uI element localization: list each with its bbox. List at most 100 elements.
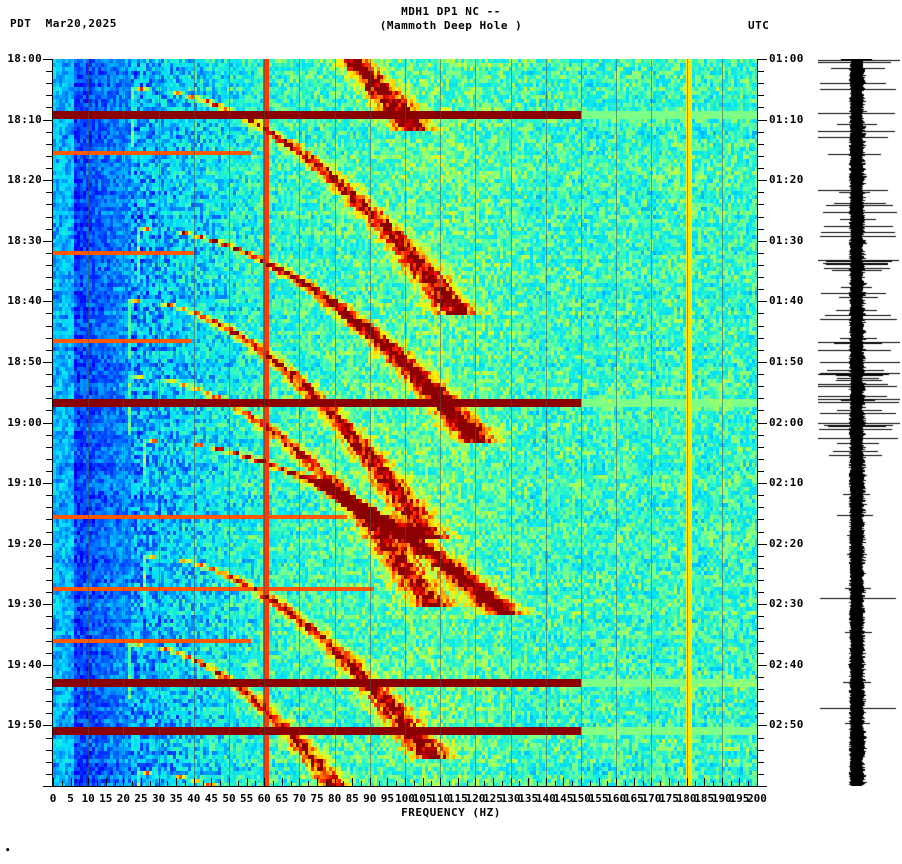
y-tick-right-minor: [758, 229, 764, 230]
x-tick-major: [423, 778, 424, 786]
y-axis-right-line: [757, 59, 758, 786]
x-axis-label: 55: [239, 792, 254, 805]
y-axis-label-right: 01:20: [769, 173, 804, 187]
y-tick-right-minor: [758, 750, 764, 751]
x-tick-major: [123, 778, 124, 786]
y-tick-right-minor: [758, 447, 764, 448]
y-tick-right-minor: [758, 435, 764, 436]
y-tick-left-major: [43, 725, 52, 726]
header-timezone-right: UTC: [748, 19, 770, 32]
x-axis-label: 185: [694, 792, 715, 805]
y-tick-right-minor: [758, 495, 764, 496]
y-tick-right-minor: [758, 641, 764, 642]
y-tick-left-minor: [46, 277, 52, 278]
x-tick-minor: [731, 781, 732, 786]
x-tick-minor: [62, 781, 63, 786]
spectrogram-plot: [53, 59, 757, 786]
x-tick-major: [176, 778, 177, 786]
y-tick-right-minor: [758, 132, 764, 133]
y-tick-right-major: [758, 120, 767, 121]
y-axis-label-left: 19:40: [7, 657, 42, 671]
x-tick-major: [687, 778, 688, 786]
y-axis-label-right: 02:30: [769, 597, 804, 611]
x-tick-minor: [255, 781, 256, 786]
x-axis-title: FREQUENCY (HZ): [401, 806, 501, 819]
y-tick-left-minor: [46, 738, 52, 739]
y-tick-right-major: [758, 544, 767, 545]
x-axis-label: 50: [222, 792, 236, 805]
y-tick-left-major: [43, 544, 52, 545]
y-tick-right-major: [758, 180, 767, 181]
y-tick-right-minor: [758, 701, 764, 702]
x-tick-minor: [97, 781, 98, 786]
x-tick-minor: [537, 781, 538, 786]
y-tick-left-minor: [46, 338, 52, 339]
x-tick-major: [247, 778, 248, 786]
y-tick-left-minor: [46, 471, 52, 472]
y-axis-label-left: 18:00: [7, 52, 42, 65]
x-tick-major: [563, 778, 564, 786]
x-axis-label: 85: [345, 792, 359, 805]
x-tick-major: [264, 778, 265, 786]
y-tick-right-major: [758, 59, 767, 60]
y-tick-right-minor: [758, 653, 764, 654]
y-axis-left-line: [52, 59, 53, 786]
y-tick-right-minor: [758, 204, 764, 205]
corner-marker: •: [5, 846, 11, 856]
seismogram-trace-canvas: [818, 59, 900, 786]
x-axis-label: 200: [747, 792, 767, 805]
x-axis-label: 100: [395, 792, 415, 805]
x-tick-minor: [326, 781, 327, 786]
y-tick-right-major: [758, 301, 767, 302]
x-tick-major: [616, 778, 617, 786]
y-tick-left-minor: [46, 204, 52, 205]
x-axis-label: 70: [292, 792, 307, 805]
x-tick-major: [493, 778, 494, 786]
x-axis-label: 10: [81, 792, 95, 805]
x-tick-major: [722, 778, 723, 786]
y-tick-left-minor: [46, 532, 52, 533]
x-axis-label: 180: [676, 792, 697, 805]
x-axis-label: 65: [275, 792, 289, 805]
y-axis-label-left: 19:10: [7, 476, 42, 490]
y-tick-left-minor: [46, 459, 52, 460]
x-tick-minor: [396, 781, 397, 786]
y-tick-left-minor: [46, 713, 52, 714]
x-axis-label: 105: [412, 792, 433, 805]
x-tick-major: [634, 778, 635, 786]
x-tick-minor: [431, 781, 432, 786]
y-tick-left-minor: [46, 410, 52, 411]
y-tick-left-minor: [46, 95, 52, 96]
y-tick-left-minor: [46, 556, 52, 557]
y-tick-left-minor: [46, 83, 52, 84]
y-tick-left-major: [43, 665, 52, 666]
y-tick-right-minor: [758, 71, 764, 72]
x-tick-minor: [713, 781, 714, 786]
y-tick-left-minor: [46, 398, 52, 399]
x-tick-major: [511, 778, 512, 786]
y-tick-left-minor: [46, 519, 52, 520]
x-tick-minor: [343, 781, 344, 786]
y-tick-right-minor: [758, 313, 764, 314]
x-tick-major: [159, 778, 160, 786]
x-tick-minor: [238, 781, 239, 786]
y-tick-left-minor: [46, 592, 52, 593]
y-tick-right-minor: [758, 568, 764, 569]
y-axis-label-right: 02:40: [769, 657, 804, 671]
x-tick-minor: [308, 781, 309, 786]
y-tick-right-minor: [758, 217, 764, 218]
x-axis-label: 0: [49, 792, 57, 805]
y-axis-label-left: 18:20: [7, 173, 42, 187]
y-tick-left-major: [43, 786, 52, 787]
y-axis-label-right: 01:30: [769, 233, 804, 247]
y-tick-right-minor: [758, 628, 764, 629]
x-tick-minor: [273, 781, 274, 786]
y-tick-left-minor: [46, 507, 52, 508]
x-tick-major: [528, 778, 529, 786]
y-axis-label-right: 02:00: [769, 415, 804, 429]
y-tick-left-minor: [46, 568, 52, 569]
x-tick-major: [599, 778, 600, 786]
y-tick-left-minor: [46, 265, 52, 266]
y-tick-left-minor: [46, 750, 52, 751]
